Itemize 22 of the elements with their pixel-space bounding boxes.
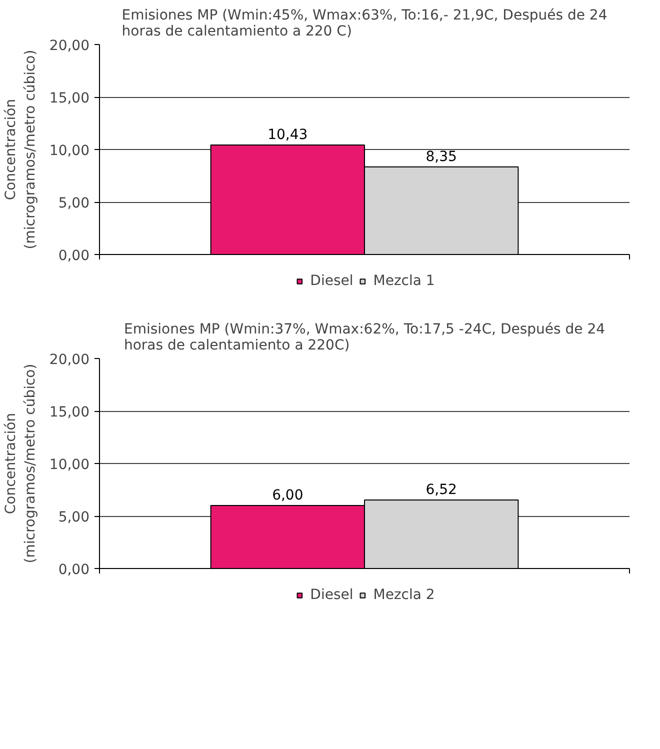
y-tick-label: 0,00 [58, 248, 90, 264]
y-tick-label: 10,00 [49, 143, 90, 159]
y-tick-label: 5,00 [58, 510, 90, 526]
y-axis-title: Concentración (microgramos/metro cúbico) [3, 364, 38, 564]
y-axis-title: Concentración (microgramos/metro cúbico) [3, 50, 38, 250]
legend-label: Mezcla 2 [373, 587, 435, 603]
legend-label: Mezcla 1 [373, 273, 435, 289]
y-tick-label: 20,00 [49, 38, 90, 54]
y-tick-label: 20,00 [49, 352, 90, 368]
data-label: 8,35 [426, 148, 457, 165]
legend-label: Diesel [310, 587, 354, 603]
data-label: 10,43 [268, 126, 308, 143]
y-tick-label: 15,00 [49, 90, 90, 106]
y-tick-label: 0,00 [58, 562, 90, 578]
y-tick-label: 5,00 [58, 196, 90, 212]
chart-title: Emisiones MP (Wmin:45%, Wmax:63%, To:16,- 21,9C, Después de 24 horas de calentamiento a 220 C) [122, 8, 608, 40]
chart-title: Emisiones MP (Wmin:37%, Wmax:62%, To:17,5 -24C, Después de 24 horas de calentamiento a 220C) [124, 322, 606, 354]
data-label: 6,00 [272, 488, 304, 504]
data-label: 6,52 [426, 482, 457, 498]
legend-label: Diesel [310, 273, 354, 289]
y-tick-label: 15,00 [49, 404, 90, 420]
y-tick-label: 10,00 [49, 457, 90, 473]
